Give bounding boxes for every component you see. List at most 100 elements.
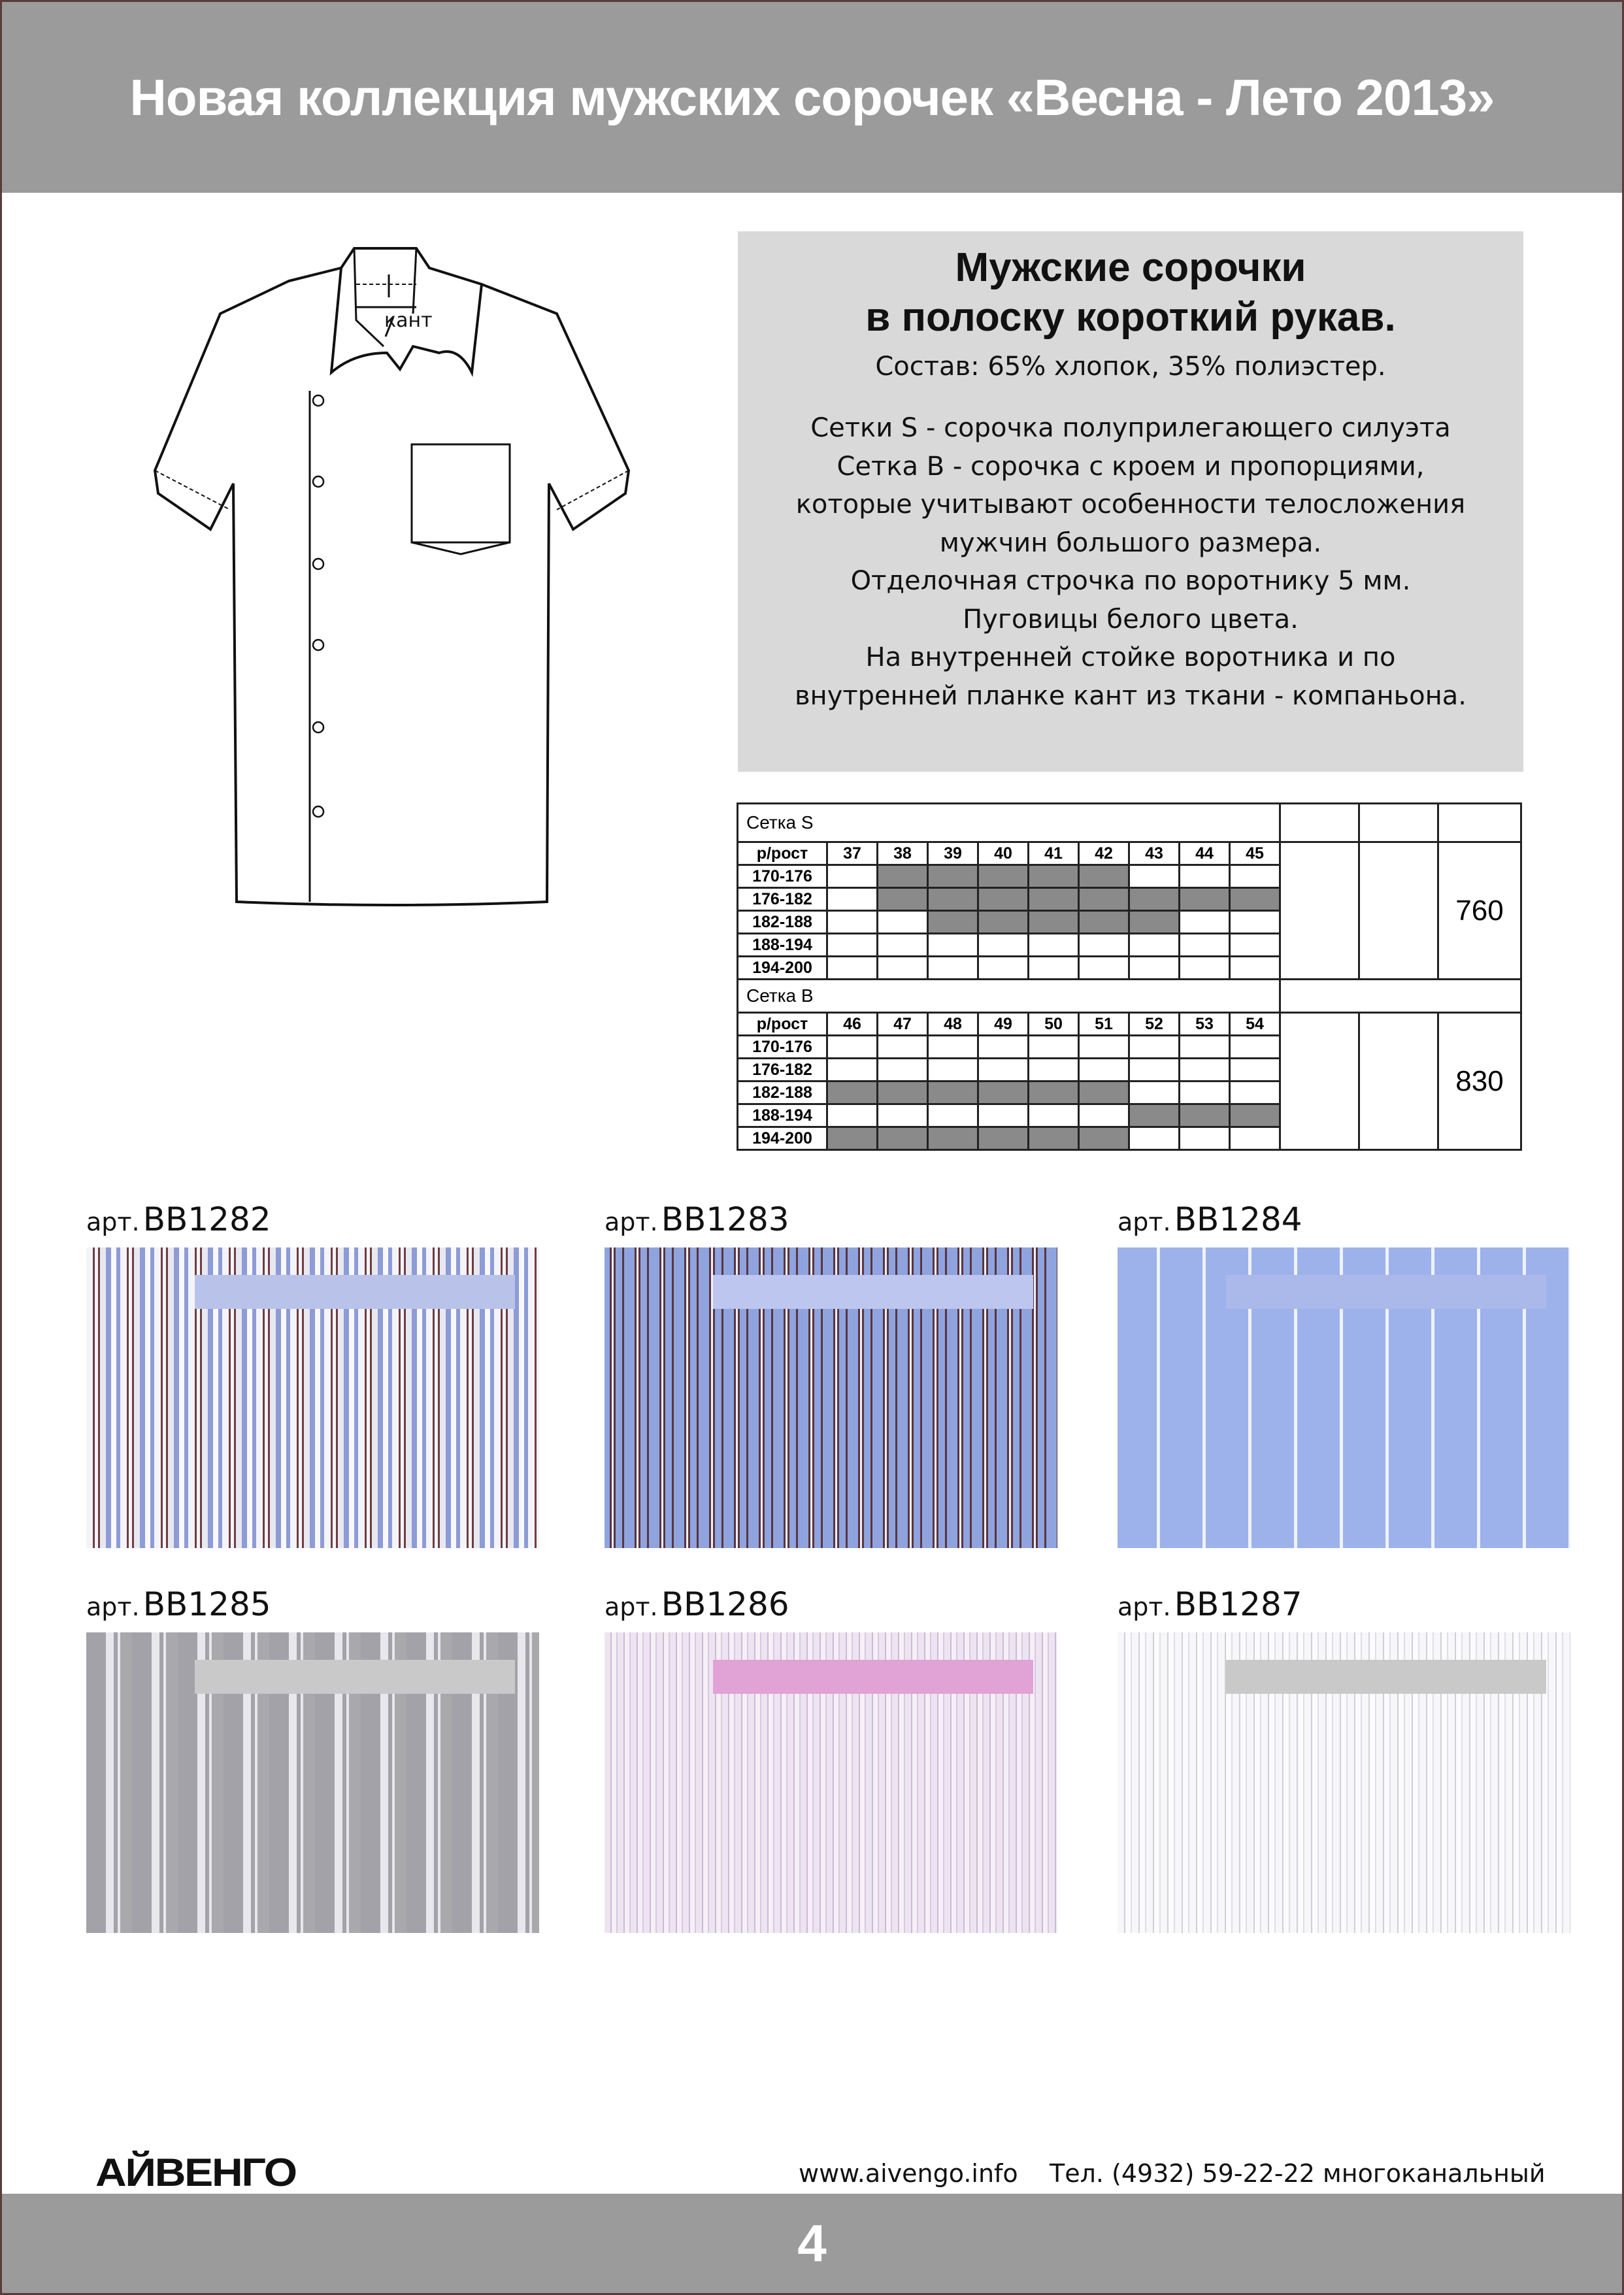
swatch-label-patch [713,1660,1033,1694]
size-cell-available [1027,864,1080,889]
size-cell-empty [876,910,929,934]
size-cell-empty [1128,1126,1180,1151]
article-code: BB1282 [142,1200,271,1238]
article-label: арт. BB1287 [1118,1585,1302,1623]
size-cell-empty [826,864,878,889]
size-cell-empty [927,1103,979,1128]
height-label: 194-200 [737,955,828,980]
size-cell-empty [1178,955,1231,980]
size-cell-available [1078,1080,1130,1105]
size-cell-empty [1128,933,1180,957]
swatch-label-patch [1226,1275,1546,1309]
page-title: Новая коллекция мужских сорочек «Весна -… [129,68,1495,126]
size-cell-empty [1229,1126,1281,1151]
size-cell-empty [1229,1057,1281,1082]
size-cell-available [927,887,979,912]
website-link[interactable]: www.aivengo.info [799,2159,1018,2188]
description-line: внутренней планке кант из ткани - компан… [794,680,1467,711]
size-cell-empty [927,955,979,980]
size-cell-empty [1128,1057,1180,1082]
size-cell-empty [1178,864,1231,889]
size-cell-empty [1229,864,1281,889]
blank-column [1358,841,1439,980]
size-cell-available [1128,910,1180,934]
size-cell-empty [1078,1034,1130,1059]
article-code: BB1284 [1174,1200,1302,1238]
size-cell-empty [876,1103,929,1128]
size-cell-empty [1229,1034,1281,1059]
size-cell-available [1027,1126,1080,1151]
size-header-row: р/рост 37 38 39 40 41 42 43 44 45 760 [737,841,1522,980]
size-cell-empty [1078,955,1130,980]
article-prefix: арт. [86,1593,140,1621]
size-header: 45 [1229,841,1281,866]
row-header-label: р/рост [737,1012,828,1036]
article-label: арт. BB1283 [605,1200,789,1238]
swatch-label-patch [195,1660,515,1694]
height-label: 194-200 [737,1126,828,1151]
size-cell-available [1229,1103,1281,1128]
size-cell-available [826,1126,878,1151]
swatch-label-patch [713,1275,1033,1309]
size-cell-available [826,1080,878,1105]
description-line: Пуговицы белого цвета. [963,604,1299,635]
size-header: 52 [1128,1012,1180,1036]
size-cell-available [927,1080,979,1105]
size-cell-available [876,864,929,889]
size-cell-empty [1229,955,1281,980]
article-label: арт. BB1284 [1118,1200,1302,1238]
size-header: 50 [1027,1012,1080,1036]
page-number: 4 [797,2214,827,2272]
blank-cell [1279,802,1360,843]
height-label: 176-182 [737,1057,828,1082]
size-cell-empty [927,933,979,957]
shirt-technical-drawing: кант [153,247,631,906]
swatch-label-patch [195,1275,515,1309]
size-cell-available [1027,1080,1080,1105]
section-header-row: Сетка S [737,802,1522,843]
size-header: 44 [1178,841,1231,866]
size-header: 37 [826,841,878,866]
size-cell-empty [1178,1126,1231,1151]
height-label: 170-176 [737,864,828,889]
section-title: Сетка B [737,978,1281,1014]
fabric-swatch [86,1632,539,1933]
fabric-swatch [605,1632,1057,1933]
kant-label: кант [384,309,433,332]
height-label: 188-194 [737,1103,828,1128]
height-label: 182-188 [737,910,828,934]
height-row: 176-182 [737,1057,1521,1082]
description-text: Сетки S - сорочка полуприлегающего силуэ… [738,409,1523,715]
size-cell-available [1078,887,1130,912]
size-cell-empty [1229,933,1281,957]
swatch-label-patch [1226,1660,1546,1694]
size-cell-available [927,910,979,934]
size-cell-empty [1128,1034,1180,1059]
size-header-row: р/рост 46 47 48 49 50 51 52 53 54 830 [737,1012,1522,1151]
size-cell-empty [1027,1103,1080,1128]
title-line: в полоску короткий рукав. [865,295,1396,340]
size-cell-empty [876,1034,929,1059]
height-row: 188-194 [737,1103,1521,1128]
size-cell-empty [1229,1080,1281,1105]
size-header: 40 [977,841,1029,866]
size-cell-empty [977,1057,1029,1082]
price: 830 [1437,1012,1522,1151]
size-cell-empty [977,1103,1029,1128]
article-prefix: арт. [86,1208,140,1236]
size-header: 43 [1128,841,1180,866]
height-row: 170-176 [737,1034,1521,1059]
size-cell-available [1027,910,1080,934]
size-cell-empty [927,1057,979,1082]
size-cell-empty [826,1057,878,1082]
size-cell-available [977,887,1029,912]
size-header: 46 [826,1012,878,1036]
article-label: арт. BB1286 [605,1585,789,1623]
size-cell-empty [1128,1080,1180,1105]
description-line: Отделочная строчка по воротнику 5 мм. [850,566,1411,596]
article-code: BB1287 [1174,1585,1302,1623]
height-label: 182-188 [737,1080,828,1105]
size-header: 54 [1229,1012,1281,1036]
size-cell-empty [1027,933,1080,957]
size-cell-empty [1178,1034,1231,1059]
